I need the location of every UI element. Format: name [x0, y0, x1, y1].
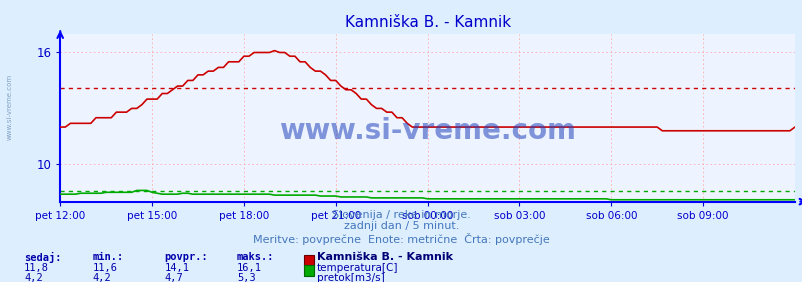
Text: min.:: min.: — [92, 252, 124, 262]
Text: Slovenija / reke in morje.: Slovenija / reke in morje. — [332, 210, 470, 220]
Text: maks.:: maks.: — [237, 252, 274, 262]
Text: 4,7: 4,7 — [164, 273, 183, 282]
Text: sedaj:: sedaj: — [24, 252, 62, 263]
Text: www.si-vreme.com: www.si-vreme.com — [6, 74, 13, 140]
Text: 4,2: 4,2 — [92, 273, 111, 282]
Text: povpr.:: povpr.: — [164, 252, 208, 262]
Text: 11,6: 11,6 — [92, 263, 117, 273]
Text: pretok[m3/s]: pretok[m3/s] — [317, 273, 384, 282]
Text: 5,3: 5,3 — [237, 273, 255, 282]
Text: Kamniška B. - Kamnik: Kamniška B. - Kamnik — [317, 252, 452, 262]
Text: Meritve: povprečne  Enote: metrične  Črta: povprečje: Meritve: povprečne Enote: metrične Črta:… — [253, 233, 549, 245]
Text: 16,1: 16,1 — [237, 263, 261, 273]
Text: 11,8: 11,8 — [24, 263, 49, 273]
Text: zadnji dan / 5 minut.: zadnji dan / 5 minut. — [343, 221, 459, 231]
Text: www.si-vreme.com: www.si-vreme.com — [279, 117, 575, 145]
Text: 14,1: 14,1 — [164, 263, 189, 273]
Text: temperatura[C]: temperatura[C] — [317, 263, 398, 273]
Text: 4,2: 4,2 — [24, 273, 43, 282]
Title: Kamniška B. - Kamnik: Kamniška B. - Kamnik — [344, 15, 510, 30]
